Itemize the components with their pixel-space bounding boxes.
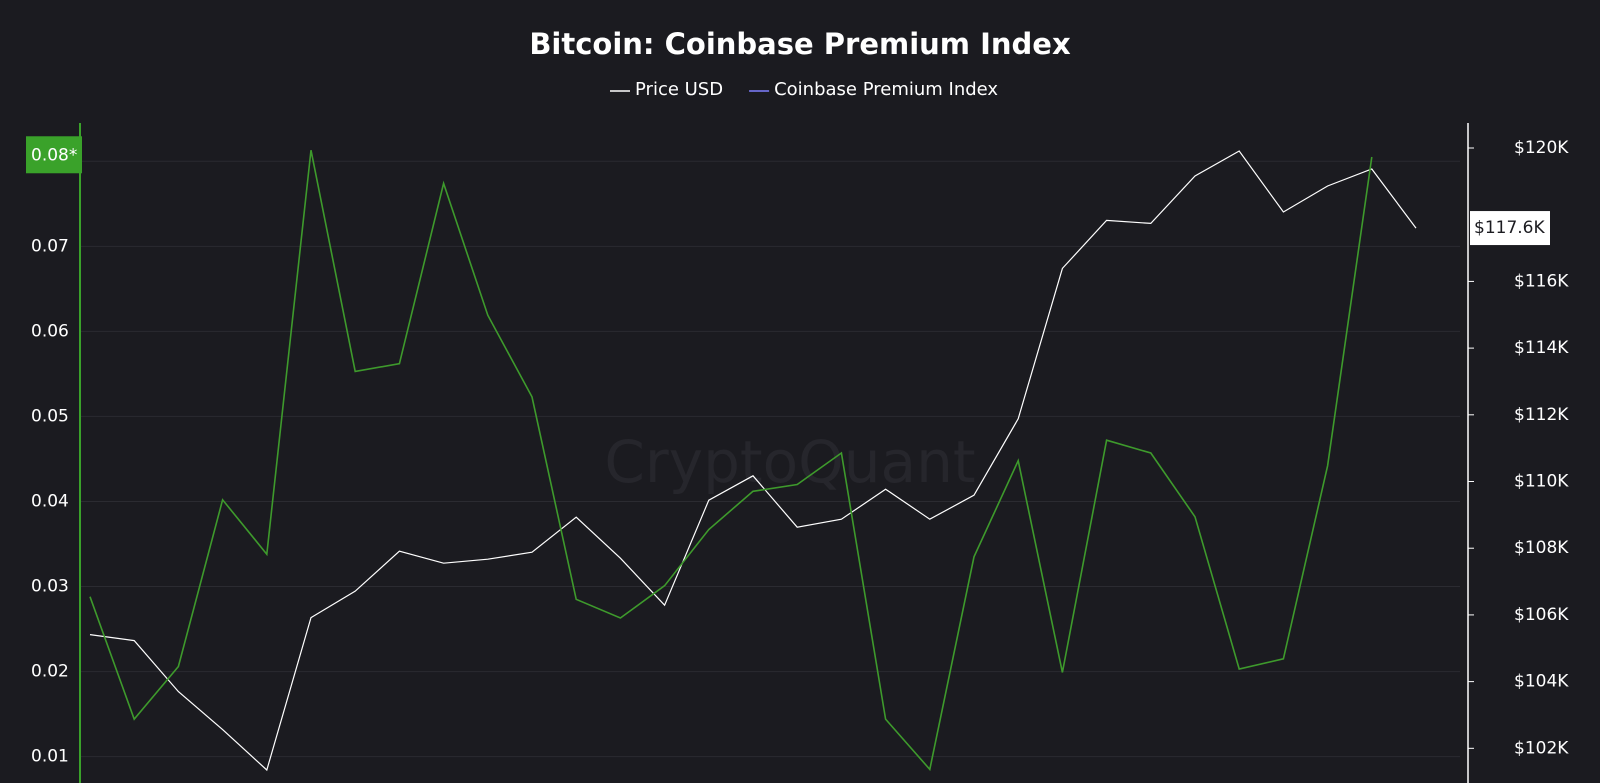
y2-tick-label: $106K bbox=[1514, 605, 1569, 625]
y-tick-label: 0.02 bbox=[31, 662, 69, 682]
y-tick-label: 0.05 bbox=[31, 406, 69, 426]
y2-tick-label: $108K bbox=[1514, 538, 1569, 558]
value-label-box bbox=[1470, 211, 1550, 246]
y-tick-label: 0.01 bbox=[31, 747, 69, 767]
value-label: $117.6K bbox=[1474, 218, 1545, 238]
y2-tick-label: $114K bbox=[1514, 338, 1569, 358]
y-tick-label: 0.07 bbox=[31, 236, 69, 256]
chart-title: Bitcoin: Coinbase Premium Index bbox=[529, 27, 1071, 61]
y2-tick-label: $116K bbox=[1514, 271, 1569, 291]
legend-label: Price USD bbox=[635, 79, 723, 100]
series-line bbox=[89, 150, 1417, 772]
current-value-box bbox=[26, 136, 82, 174]
y2-tick-label: $120K bbox=[1514, 138, 1569, 158]
legend-label: Coinbase Premium Index bbox=[774, 79, 998, 100]
y-tick-label: 0.03 bbox=[31, 577, 69, 597]
y2-tick-label: $112K bbox=[1514, 405, 1569, 425]
y2-tick-label: $104K bbox=[1514, 672, 1569, 692]
y2-tick-label: $110K bbox=[1514, 472, 1569, 492]
series-line bbox=[89, 150, 1373, 772]
watermark: CryptoQuant bbox=[604, 428, 975, 496]
y-tick-label: 0.04 bbox=[31, 491, 69, 511]
y2-tick-label: $102K bbox=[1514, 738, 1569, 758]
y-tick-label: 0.08* bbox=[31, 145, 77, 165]
y-tick-label: 0.06 bbox=[31, 321, 69, 341]
